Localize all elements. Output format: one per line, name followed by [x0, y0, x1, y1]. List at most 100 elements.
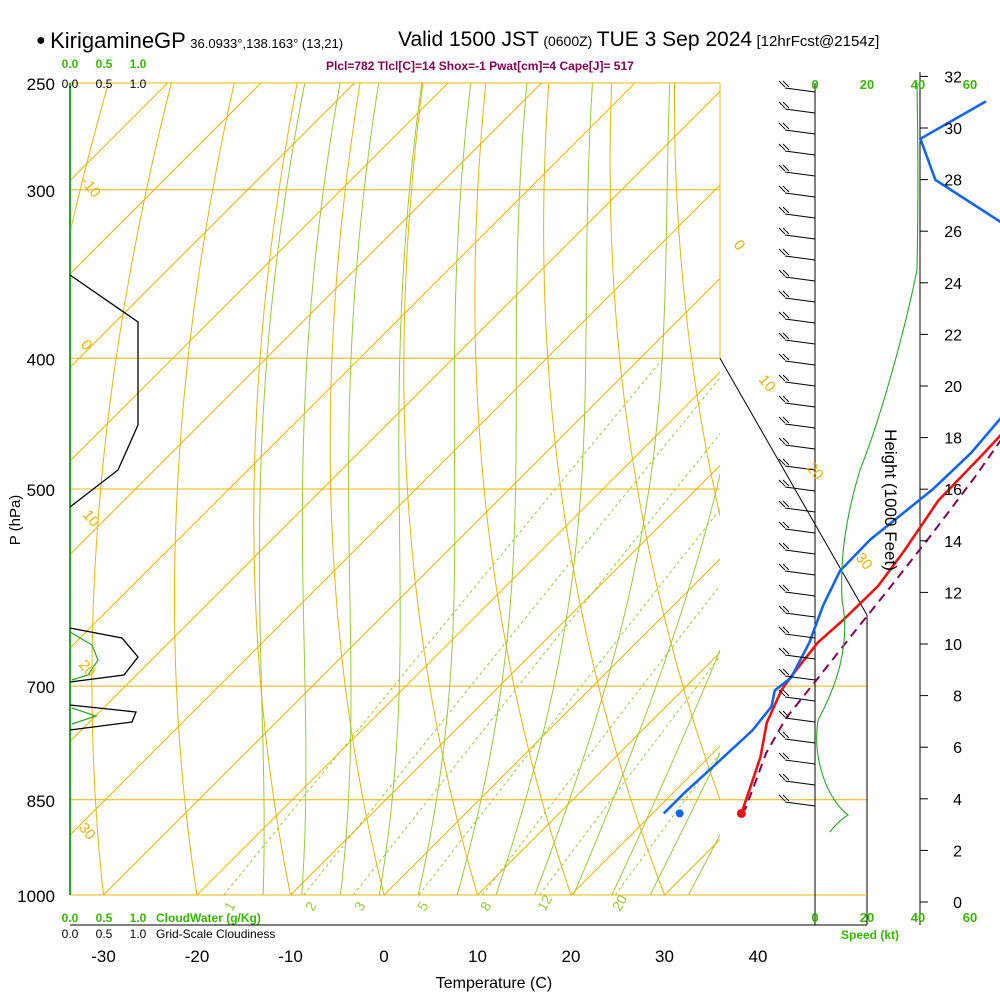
wind-barb	[784, 150, 816, 156]
wind-barb-flag	[778, 458, 786, 466]
wind-barb	[784, 192, 816, 198]
mixing-ratio-line	[352, 432, 720, 895]
speed-tick-bottom: 0	[811, 910, 818, 925]
wind-barb-flag	[778, 647, 786, 655]
dry-adiabat-label: 10	[755, 372, 779, 396]
wind-barb-flag	[782, 689, 790, 697]
wind-barb	[784, 696, 816, 702]
isotherm	[70, 83, 355, 369]
wind-barb-flag	[778, 626, 786, 634]
wind-barb-flag	[778, 668, 786, 676]
speed-tick-top: 60	[963, 77, 977, 92]
temperature-tick: -10	[278, 947, 303, 966]
cloudiness-upper	[69, 274, 139, 508]
pressure-tick: 250	[27, 75, 55, 94]
moist-adiabat	[534, 83, 671, 895]
moist-adiabat	[417, 83, 472, 895]
wind-barb-flag	[778, 80, 786, 88]
wind-barb	[784, 318, 816, 324]
wind-barb-flag	[782, 500, 790, 508]
wind-barb-flag	[778, 185, 786, 193]
height-tick: 28	[944, 173, 962, 190]
cloudwater-low	[71, 707, 98, 725]
moist-adiabat	[495, 83, 593, 895]
mixing-ratio-label: 8	[477, 899, 495, 914]
wind-barb-flag	[778, 122, 786, 130]
wind-barb-flag	[782, 206, 790, 214]
wind-barb	[784, 339, 816, 345]
wind-barb-flag	[778, 794, 786, 802]
wind-barb-flag	[778, 332, 786, 340]
height-tick: 24	[944, 276, 962, 293]
moist-adiabat	[339, 83, 380, 895]
wind-barb	[784, 87, 816, 93]
wind-barb-flag	[782, 353, 790, 361]
wind-barb-flag	[782, 122, 790, 130]
dry-adiabat	[986, 59, 1000, 924]
wind-barb	[784, 633, 816, 639]
moist-adiabat	[649, 752, 720, 895]
wind-barb-flag	[782, 563, 790, 571]
cloudiness-low	[69, 704, 137, 731]
wind-barb	[784, 738, 816, 744]
speed-tick-bottom: 20	[860, 910, 874, 925]
valid-time: Valid 1500 JST (0600Z) TUE 3 Sep 2024 [1…	[398, 28, 879, 52]
wind-barb-flag	[778, 416, 786, 424]
wind-barb-flag	[782, 395, 790, 403]
wind-barb-flag	[778, 164, 786, 172]
valid-zulu: (0600Z)	[543, 33, 593, 49]
parcel-info: Plcl=782 Tlcl[C]=14 Shox=-1 Pwat[cm]=4 C…	[326, 59, 634, 73]
cloudwater-tick-top: 1.0	[130, 57, 147, 71]
wind-barb	[784, 549, 816, 555]
dry-adiabat-label: 30	[75, 820, 99, 844]
wind-barb-flag	[782, 80, 790, 88]
dry-adiabat-label: -10	[77, 174, 104, 202]
wind-barb	[784, 801, 816, 807]
cloudwater-mid	[69, 631, 99, 681]
pressure-tick: 1000	[17, 887, 55, 906]
wind-barb-flag	[782, 794, 790, 802]
wind-barb	[784, 612, 816, 618]
wind-barb-flag	[782, 542, 790, 550]
height-tick: 14	[944, 534, 962, 551]
wind-barb	[784, 486, 816, 492]
wind-barb-flag	[778, 395, 786, 403]
height-tick: 0	[953, 895, 962, 912]
cloudwater-tick-bottom: 0.0	[62, 911, 79, 925]
wind-barb-flag	[782, 311, 790, 319]
station-name: KirigamineGP	[50, 28, 186, 53]
wind-barb	[784, 570, 816, 576]
moist-adiabat	[301, 83, 341, 895]
wind-barb	[784, 528, 816, 534]
wind-barb-flag	[782, 773, 790, 781]
wind-barb-flag	[782, 458, 790, 466]
valid-label: Valid 1500 JST	[398, 28, 539, 51]
dry-adiabat-label: 20	[803, 460, 827, 484]
mixing-ratio-line	[614, 751, 720, 895]
wind-barb-flag	[778, 521, 786, 529]
height-tick: 32	[944, 69, 962, 86]
cloudwater-tick-top: 0.0	[62, 57, 79, 71]
wind-barb	[784, 129, 816, 135]
speed-axis-title: Speed (kt)	[841, 928, 899, 942]
dry-adiabat	[543, 83, 666, 895]
wind-barb-flag	[778, 563, 786, 571]
wind-barb-flag	[778, 542, 786, 550]
dry-adiabat-label: 20	[75, 657, 99, 681]
pressure-tick: 300	[27, 182, 55, 201]
mixing-ratio-line	[223, 357, 664, 895]
mixing-ratio-label: 5	[414, 899, 432, 914]
parcel-profile	[743, 439, 1000, 811]
pressure-tick: 400	[27, 350, 55, 369]
wind-barb-flag	[778, 143, 786, 151]
wind-barb-flag	[782, 647, 790, 655]
wind-barb-flag	[782, 710, 790, 718]
height-tick: 26	[944, 224, 962, 241]
pressure-tick: 850	[27, 792, 55, 811]
wind-barb-flag	[778, 311, 786, 319]
wind-barb	[784, 381, 816, 387]
isotherm	[477, 651, 720, 895]
wind-barb-flag	[778, 353, 786, 361]
y-axis-title: P (hPa)	[7, 495, 24, 546]
